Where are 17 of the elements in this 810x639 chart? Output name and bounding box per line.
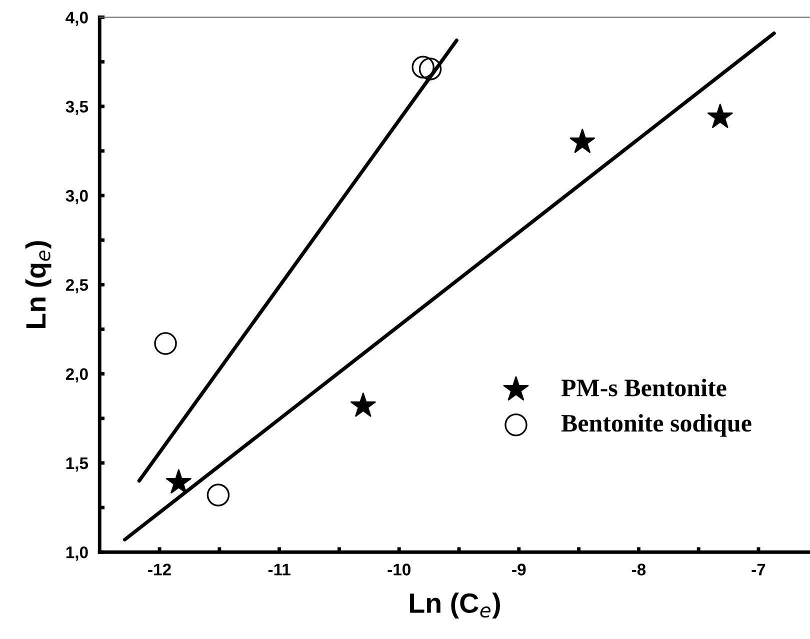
y-tick-label: 2,5 xyxy=(66,279,88,294)
legend-label: PM-s Bentonite xyxy=(561,378,726,396)
x-tick-label: -8 xyxy=(632,564,646,576)
x-axis-title: Ln (C$_{e}$) xyxy=(410,592,500,619)
x-tick-label: -11 xyxy=(268,564,290,576)
y-tick-label: 3,5 xyxy=(66,100,88,116)
y-tick-label: 1,5 xyxy=(66,458,88,472)
x-tick-label: -9 xyxy=(512,564,526,576)
y-tick-label: 2,0 xyxy=(66,368,88,382)
x-tick-label: -7 xyxy=(752,564,766,576)
legend-label: Bentonite sodique xyxy=(561,414,752,437)
y-tick-label: 3,0 xyxy=(66,190,88,204)
y-axis-title: Ln (q$_{e}$) xyxy=(25,241,52,328)
x-tick-label: -12 xyxy=(148,564,171,576)
y-tick-label: 1,0 xyxy=(66,546,88,561)
y-tick-label: 4,0 xyxy=(66,12,88,26)
x-tick-label: -10 xyxy=(388,564,410,576)
